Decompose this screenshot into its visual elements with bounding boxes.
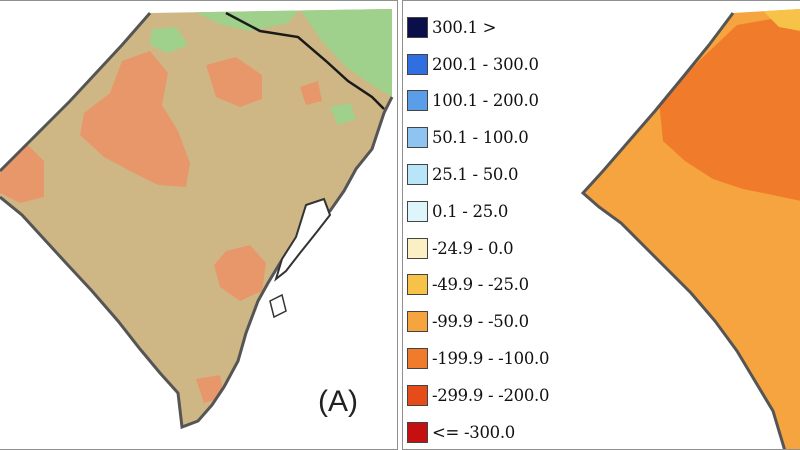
legend-label: -299.9 - -200.0 xyxy=(432,385,550,405)
map-a-border xyxy=(0,96,394,430)
legend-label: 0.1 - 25.0 xyxy=(432,201,509,221)
legend-swatch xyxy=(407,16,428,38)
legend-item: -99.9 - -50.0 xyxy=(407,303,549,340)
legend-swatch xyxy=(407,237,428,259)
map-b-deficit-region xyxy=(659,17,800,201)
map-a-lagoon xyxy=(274,197,332,282)
legend-item: 100.1 - 200.0 xyxy=(407,83,549,120)
legend-label: 25.1 - 50.0 xyxy=(432,165,519,185)
map-b xyxy=(580,9,800,449)
map-a-green-region xyxy=(188,9,300,31)
legend-item: 50.1 - 100.0 xyxy=(407,119,549,156)
legend-item: 300.1 > xyxy=(407,9,549,46)
map-a xyxy=(0,9,394,430)
map-a-green-region xyxy=(300,9,392,97)
map-panel-a: (A) xyxy=(0,0,398,450)
map-a-deficit-region xyxy=(80,51,190,187)
legend-label: -49.9 - -25.0 xyxy=(432,275,529,295)
legend-item: -49.9 - -25.0 xyxy=(407,267,549,304)
legend-label: -99.9 - -50.0 xyxy=(432,312,529,332)
legend: 300.1 > 200.1 - 300.0 100.1 - 200.0 50.1… xyxy=(407,9,550,449)
map-a-lagoon xyxy=(269,293,287,319)
panel-label-a: (A) xyxy=(318,385,358,418)
map-b-yellow-region xyxy=(763,9,800,31)
legend-item: 0.1 - 25.0 xyxy=(407,193,549,230)
legend-swatch xyxy=(407,127,428,149)
map-a-deficit-region xyxy=(300,81,322,105)
legend-swatch xyxy=(407,311,428,333)
legend-item: -199.9 - -100.0 xyxy=(407,340,550,377)
map-a-border xyxy=(0,12,152,173)
map-a-deficit-region xyxy=(214,245,266,301)
map-a-state-border xyxy=(225,11,385,110)
map-a-green-region xyxy=(150,27,188,53)
legend-label: <= -300.0 xyxy=(432,422,516,442)
legend-label: -24.9 - 0.0 xyxy=(432,238,514,258)
legend-swatch xyxy=(407,53,428,75)
legend-item: -24.9 - 0.0 xyxy=(407,230,549,267)
legend-swatch xyxy=(407,164,428,186)
legend-swatch xyxy=(407,421,428,443)
legend-swatch xyxy=(407,384,428,406)
legend-item: 200.1 - 300.0 xyxy=(407,46,549,83)
legend-item: -299.9 - -200.0 xyxy=(407,377,550,414)
map-a-deficit-region xyxy=(206,57,262,107)
map-a-green-region xyxy=(330,103,356,125)
map-b-border xyxy=(580,12,786,449)
legend-label: -199.9 - -100.0 xyxy=(432,349,550,369)
legend-swatch xyxy=(407,90,428,112)
legend-panel: 300.1 > 200.1 - 300.0 100.1 - 200.0 50.1… xyxy=(402,0,800,450)
legend-item: <= -300.0 xyxy=(407,414,549,449)
legend-label: 50.1 - 100.0 xyxy=(432,128,529,148)
legend-label: 200.1 - 300.0 xyxy=(432,54,539,74)
legend-swatch xyxy=(407,348,428,370)
legend-item: 25.1 - 50.0 xyxy=(407,156,549,193)
legend-swatch xyxy=(407,274,428,296)
legend-label: 300.1 > xyxy=(432,17,497,37)
legend-label: 100.1 - 200.0 xyxy=(432,91,539,111)
legend-swatch xyxy=(407,200,428,222)
